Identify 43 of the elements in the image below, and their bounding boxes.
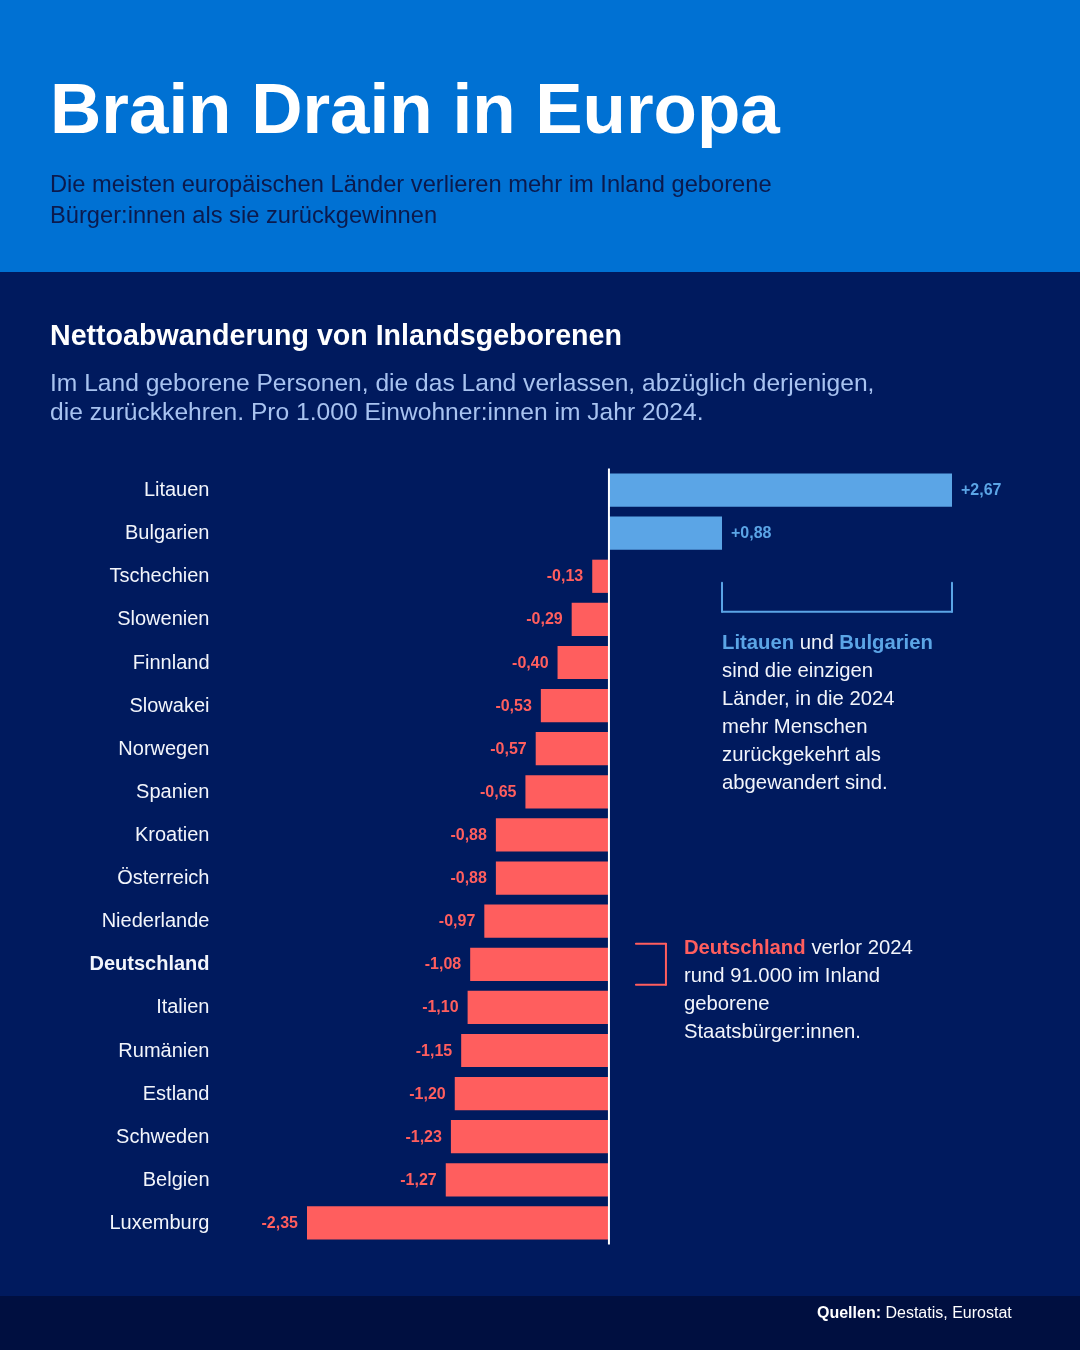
y-tick-label: Italien [156,995,210,1018]
y-tick-label: Belgien [142,1167,210,1190]
data-label: -0,88 [450,825,487,843]
y-tick-label: Rumänien [118,1038,210,1061]
y-tick-label: Spanien [136,779,210,802]
data-label: -1,20 [409,1084,446,1102]
y-tick-label: Niederlande [101,909,210,932]
text: Im Land geborene Personen, die das Land verlassen, abzüglich derjenigen, die zurückkehren. Pro 1.000 Einwohner:innen im Jahr 2024. [50,369,875,425]
y-tick-label: Tschechien [109,564,210,587]
data-label: -2,35 [261,1213,299,1231]
data-label: -0,40 [512,653,549,671]
data-label: -0,65 [479,782,517,800]
data-label: -1,10 [422,998,459,1016]
data-label: +0,88 [731,524,772,542]
y-tick-label: Schweden [116,1124,210,1147]
data-label: -0,88 [450,869,487,887]
y-tick-label: Finnland [132,650,210,673]
y-tick-label: Slowenien [117,607,210,630]
y-tick-label: Luxemburg [109,1210,210,1233]
chart-subtitle: Die meisten europäischen Länder verlieren mehr im Inland geborene Bürger:innen als sie zurückgewinnen [50,171,772,228]
data-label: -0,53 [495,696,532,714]
text: Nettoabwanderung von Inlandsgeborenen [50,319,622,351]
annotation: Deutschland verlor 2024 rund 91.000 im Inland geborene Staatsbürger:innen. [683,936,913,1043]
y-tick-label: Litauen [143,478,210,501]
data-label: -0,97 [438,912,476,930]
y-tick-label: Bulgarien [124,521,210,544]
source-note: Quellen: Destatis, Eurostat [817,1304,1013,1321]
y-tick-label: Deutschland [89,952,210,975]
y-tick-label: Norwegen [118,736,210,759]
data-label: -0,13 [546,567,584,585]
y-tick-label: Estland [142,1081,210,1104]
data-label: -1,15 [415,1041,453,1059]
data-label: -1,27 [400,1170,437,1188]
data-label: -1,08 [424,955,462,973]
y-tick-label: Slowakei [129,693,210,716]
y-tick-label: Kroatien [135,822,210,845]
y-tick-label: Österreich [117,866,210,889]
data-label: +2,67 [961,481,1002,499]
data-label: -0,57 [490,739,527,757]
data-label: -1,23 [405,1127,443,1145]
data-label: -0,29 [526,610,563,628]
chart-title: Brain Drain in Europa [50,69,781,148]
annotation: Litauen und Bulgarien sind die einzigen Länder, in die 2024 mehr Menschen zurückgekehrt als abgewandert sind. [722,630,933,793]
